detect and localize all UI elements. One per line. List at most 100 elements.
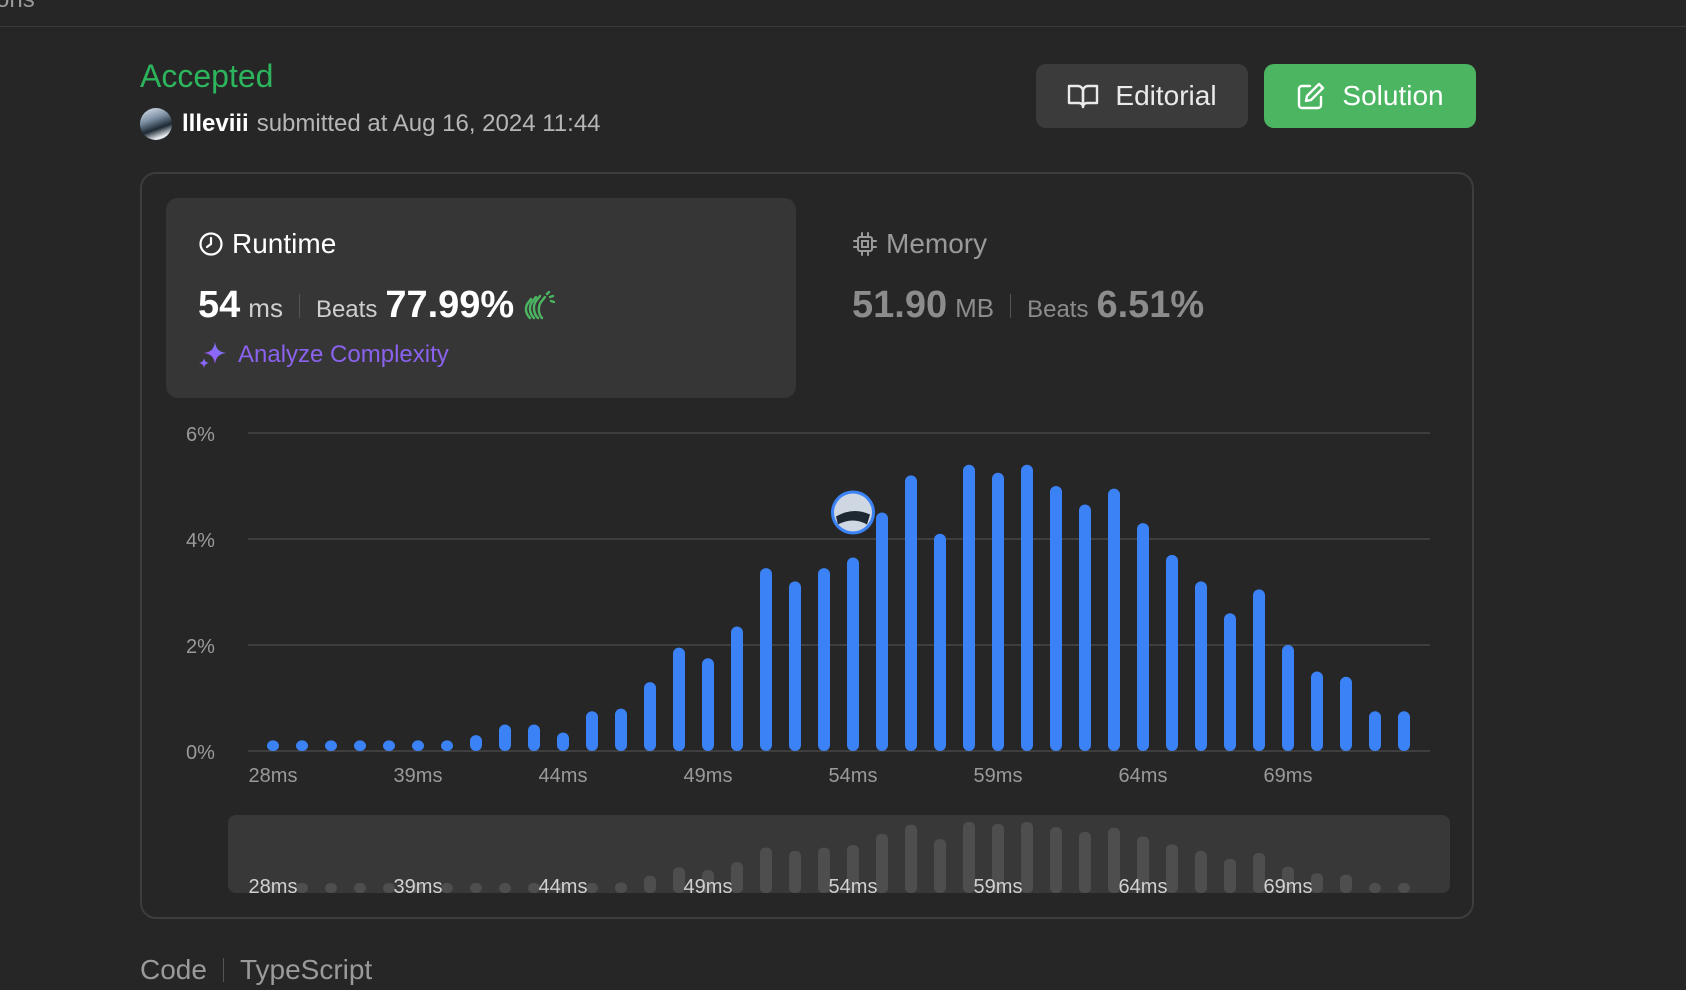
minimap-bar xyxy=(325,883,337,893)
code-section-header: Code TypeScript xyxy=(140,954,372,986)
chart-bar[interactable] xyxy=(760,568,772,751)
chart-bar[interactable] xyxy=(876,512,888,752)
minimap-tick-label: 54ms xyxy=(829,876,878,898)
chart-bar[interactable] xyxy=(383,740,395,751)
chart-bar[interactable] xyxy=(934,533,946,751)
chart-bar[interactable] xyxy=(354,740,366,751)
minimap-bar xyxy=(354,883,366,893)
chart-bar[interactable] xyxy=(1253,589,1265,751)
chart-bar[interactable] xyxy=(1398,711,1410,751)
user-avatar[interactable] xyxy=(140,108,172,140)
chart-bar[interactable] xyxy=(325,740,337,751)
minimap-bar xyxy=(1050,827,1062,893)
solution-button[interactable]: Solution xyxy=(1264,64,1476,128)
minimap-bar xyxy=(615,882,627,893)
chart-bar[interactable] xyxy=(1108,488,1120,751)
x-tick-label: 64ms xyxy=(1119,765,1168,787)
x-tick-label: 28ms xyxy=(249,765,298,787)
username-link[interactable]: llleviii xyxy=(182,110,249,137)
chart-bar[interactable] xyxy=(818,568,830,751)
stat-separator xyxy=(298,293,300,318)
minimap-bar xyxy=(470,883,482,893)
chart-bar[interactable] xyxy=(1050,486,1062,751)
minimap-bar xyxy=(644,875,656,893)
chart-bar[interactable] xyxy=(673,647,685,751)
chart-bar[interactable] xyxy=(1224,613,1236,751)
edit-icon xyxy=(1298,82,1325,110)
x-tick-label: 39ms xyxy=(394,765,443,787)
x-tick-label: 49ms xyxy=(684,765,733,787)
memory-value: 51.90 xyxy=(852,284,948,326)
minimap-bar xyxy=(1253,852,1265,893)
x-tick-label: 69ms xyxy=(1264,765,1313,787)
chart-bar[interactable] xyxy=(644,682,656,751)
chart-bar[interactable] xyxy=(470,735,482,751)
chart-bar[interactable] xyxy=(441,740,453,751)
book-icon xyxy=(1068,84,1099,109)
chart-bar[interactable] xyxy=(1340,676,1352,751)
submission-status: Accepted xyxy=(140,58,274,94)
chart-bar[interactable] xyxy=(267,740,279,751)
chart-bar[interactable] xyxy=(1311,671,1323,752)
tab-label-fragment[interactable]: ons xyxy=(0,0,35,14)
x-tick-label: 59ms xyxy=(974,765,1023,787)
minimap-bar xyxy=(557,883,569,893)
submitted-at-text: submitted at Aug 16, 2024 11:44 xyxy=(256,110,601,137)
chart-bar[interactable] xyxy=(992,472,1004,751)
chart-bar[interactable] xyxy=(557,732,569,751)
chart-bar[interactable] xyxy=(1079,504,1091,751)
memory-stats: 51.90 MB Beats 6.51% xyxy=(852,284,1204,327)
memory-beats-percent: 6.51% xyxy=(1096,284,1205,326)
x-tick-label: 44ms xyxy=(539,765,588,787)
chart-bar[interactable] xyxy=(615,708,627,751)
chart-bar[interactable] xyxy=(1166,554,1178,751)
chart-range-selector[interactable] xyxy=(228,815,1450,893)
minimap-bar xyxy=(1224,858,1236,893)
minimap-bar xyxy=(1079,831,1091,893)
chart-bar[interactable] xyxy=(1369,711,1381,751)
minimap-bar xyxy=(412,883,424,893)
minimap-bar xyxy=(1282,866,1294,893)
chart-bar[interactable] xyxy=(1195,581,1207,751)
runtime-panel[interactable]: Runtime 54 ms Beats 77.99% Analyze Compl… xyxy=(166,198,796,398)
stat-separator xyxy=(1010,293,1012,318)
y-tick-label: 6% xyxy=(186,424,215,446)
minimap-tick-label: 59ms xyxy=(974,876,1023,898)
chart-bar[interactable] xyxy=(905,475,917,751)
minimap-bar xyxy=(1311,873,1323,893)
chart-bar[interactable] xyxy=(1137,523,1149,751)
minimap-bar xyxy=(876,833,888,893)
editorial-button[interactable]: Editorial xyxy=(1036,64,1248,128)
runtime-value: 54 xyxy=(198,284,241,326)
chart-bar[interactable] xyxy=(1021,464,1033,751)
chart-bar[interactable] xyxy=(847,557,859,751)
y-tick-label: 4% xyxy=(186,530,215,552)
runtime-beats-percent: 77.99% xyxy=(385,284,515,326)
minimap-bar xyxy=(1195,850,1207,893)
y-tick-label: 0% xyxy=(186,742,215,764)
chart-bar[interactable] xyxy=(731,626,743,751)
runtime-beats-label: Beats xyxy=(315,296,378,323)
chart-bar[interactable] xyxy=(1282,645,1294,751)
memory-title-row[interactable]: Memory xyxy=(852,228,987,260)
minimap-bar xyxy=(992,823,1004,893)
minimap-bar xyxy=(789,850,801,893)
minimap-bar xyxy=(383,883,395,893)
submission-marker-avatar-detail xyxy=(836,510,870,525)
minimap-tick-label: 44ms xyxy=(539,876,588,898)
analyze-complexity-link[interactable]: Analyze Complexity xyxy=(198,340,449,370)
chart-bar[interactable] xyxy=(412,740,424,751)
minimap-tick-label: 69ms xyxy=(1264,876,1313,898)
chart-bar[interactable] xyxy=(296,740,308,751)
chart-bar[interactable] xyxy=(586,711,598,751)
chart-bar[interactable] xyxy=(528,724,540,752)
chart-bar[interactable] xyxy=(789,581,801,751)
code-divider xyxy=(222,958,224,982)
chart-bar[interactable] xyxy=(963,464,975,751)
minimap-bar xyxy=(1340,874,1352,893)
chart-bar[interactable] xyxy=(702,658,714,751)
memory-title: Memory xyxy=(886,228,988,259)
clock-icon xyxy=(199,232,223,256)
chart-bar[interactable] xyxy=(499,724,511,752)
